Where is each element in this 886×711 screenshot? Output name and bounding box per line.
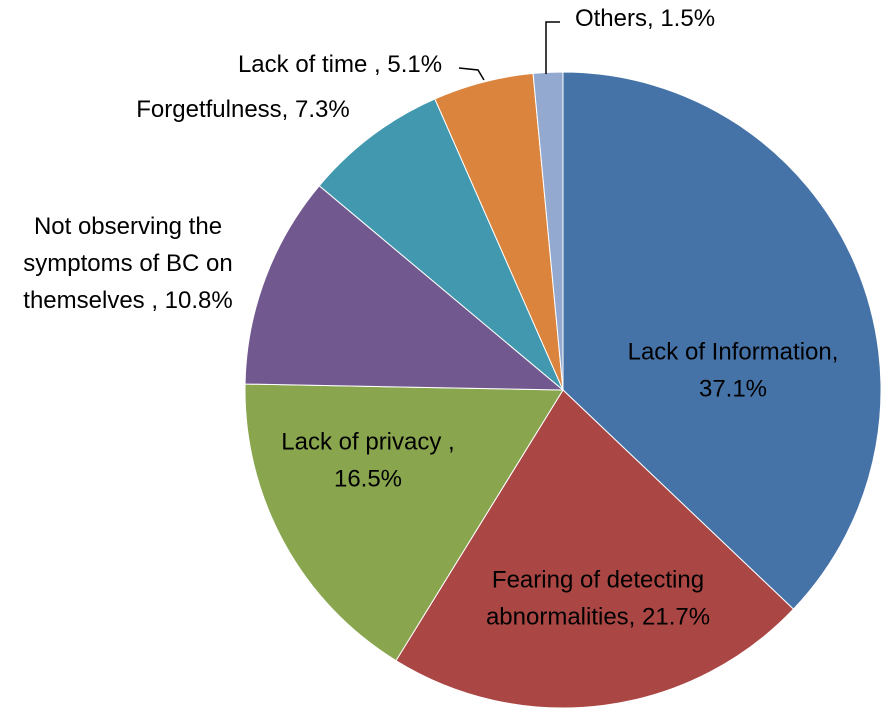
leader-line [545, 21, 560, 74]
label-line: Lack of privacy , [281, 429, 454, 456]
label-line: Forgetfulness, 7.3% [136, 96, 349, 123]
slice-label: Forgetfulness, 7.3% [136, 96, 349, 123]
pie-slice [318, 98, 564, 391]
label-line: Lack of Information, [628, 339, 839, 366]
label-line: Fearing of detecting [492, 567, 704, 594]
slice-label: Not observing the symptoms of BC on themse… [23, 213, 232, 314]
label-line: 37.1% [699, 376, 767, 403]
label-line: Others, 1.5% [575, 5, 715, 32]
slice-label: Lack of Information, 37.1% [628, 339, 839, 403]
slice-label: Lack of time , 5.1% [238, 51, 442, 78]
slice-label: Fearing of detecting abnormalities, 21.7% [486, 567, 710, 631]
label-line: Lack of time , 5.1% [238, 51, 442, 78]
leader-line [458, 67, 485, 81]
slice-label: Lack of privacy , 16.5% [281, 429, 454, 493]
pie-slice [532, 71, 564, 391]
slice-label: Others, 1.5% [575, 5, 715, 32]
label-line: symptoms of BC on [23, 250, 232, 277]
pie-slice [562, 71, 882, 610]
label-line: 16.5% [334, 466, 402, 493]
label-line: Not observing the [34, 213, 222, 240]
pie-slice [395, 389, 795, 709]
pie-slice [244, 185, 565, 391]
pie-slice [244, 383, 564, 662]
label-line: abnormalities, 21.7% [486, 604, 710, 631]
label-line: themselves , 10.8% [23, 287, 232, 314]
